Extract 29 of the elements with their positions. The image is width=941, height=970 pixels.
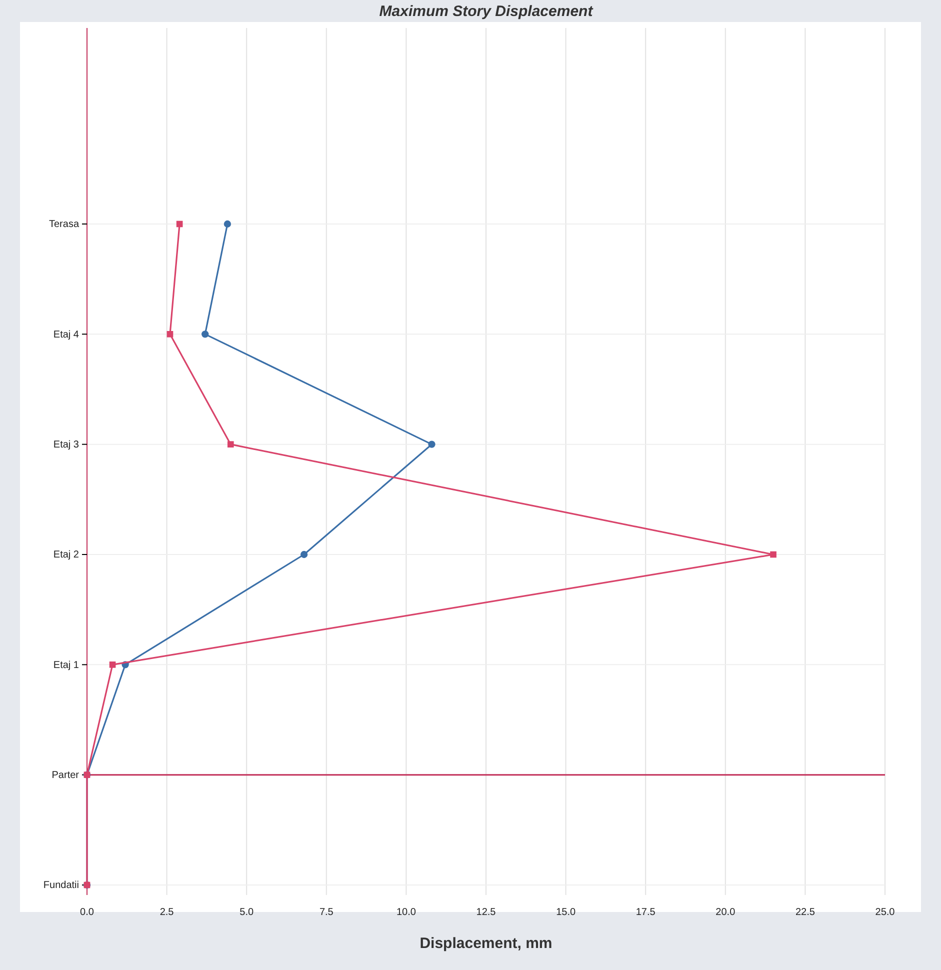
y-tick-label: Etaj 2 bbox=[53, 550, 80, 561]
point bbox=[202, 330, 209, 338]
point bbox=[770, 551, 776, 558]
point bbox=[166, 331, 174, 338]
x-tick-label: 22.5 bbox=[795, 907, 816, 918]
y-tick-label: Etaj 3 bbox=[53, 440, 80, 451]
x-tick-label: 20.0 bbox=[716, 907, 736, 918]
x-tick-label: 7.5 bbox=[319, 907, 334, 918]
y-tick-label: Terasa bbox=[48, 219, 80, 230]
x-tick-label: 10.0 bbox=[396, 907, 416, 918]
point bbox=[227, 441, 234, 448]
x-tick-label: 15.0 bbox=[556, 907, 576, 918]
x-tick-label: 25.0 bbox=[875, 907, 896, 918]
x-tick-label: 17.5 bbox=[636, 907, 656, 918]
y-tick-label: Etaj 4 bbox=[53, 329, 80, 340]
x-tick-label: 12.5 bbox=[476, 907, 496, 918]
y-tick-label: Parter bbox=[52, 770, 80, 782]
x-tick-label: 5.0 bbox=[240, 907, 254, 918]
y-tick-label: Fundatii bbox=[43, 880, 79, 892]
point bbox=[176, 220, 183, 228]
chart-title: Maximum Story Displacement bbox=[379, 3, 594, 20]
point bbox=[224, 220, 232, 228]
x-tick-label: 2.5 bbox=[160, 907, 174, 918]
y-tick-label: Etaj 1 bbox=[53, 660, 80, 671]
x-axis-title: Displacement, mm bbox=[420, 935, 552, 952]
point bbox=[300, 550, 308, 558]
x-tick-label: 0.0 bbox=[80, 907, 94, 918]
point bbox=[428, 440, 436, 448]
point bbox=[109, 662, 116, 668]
